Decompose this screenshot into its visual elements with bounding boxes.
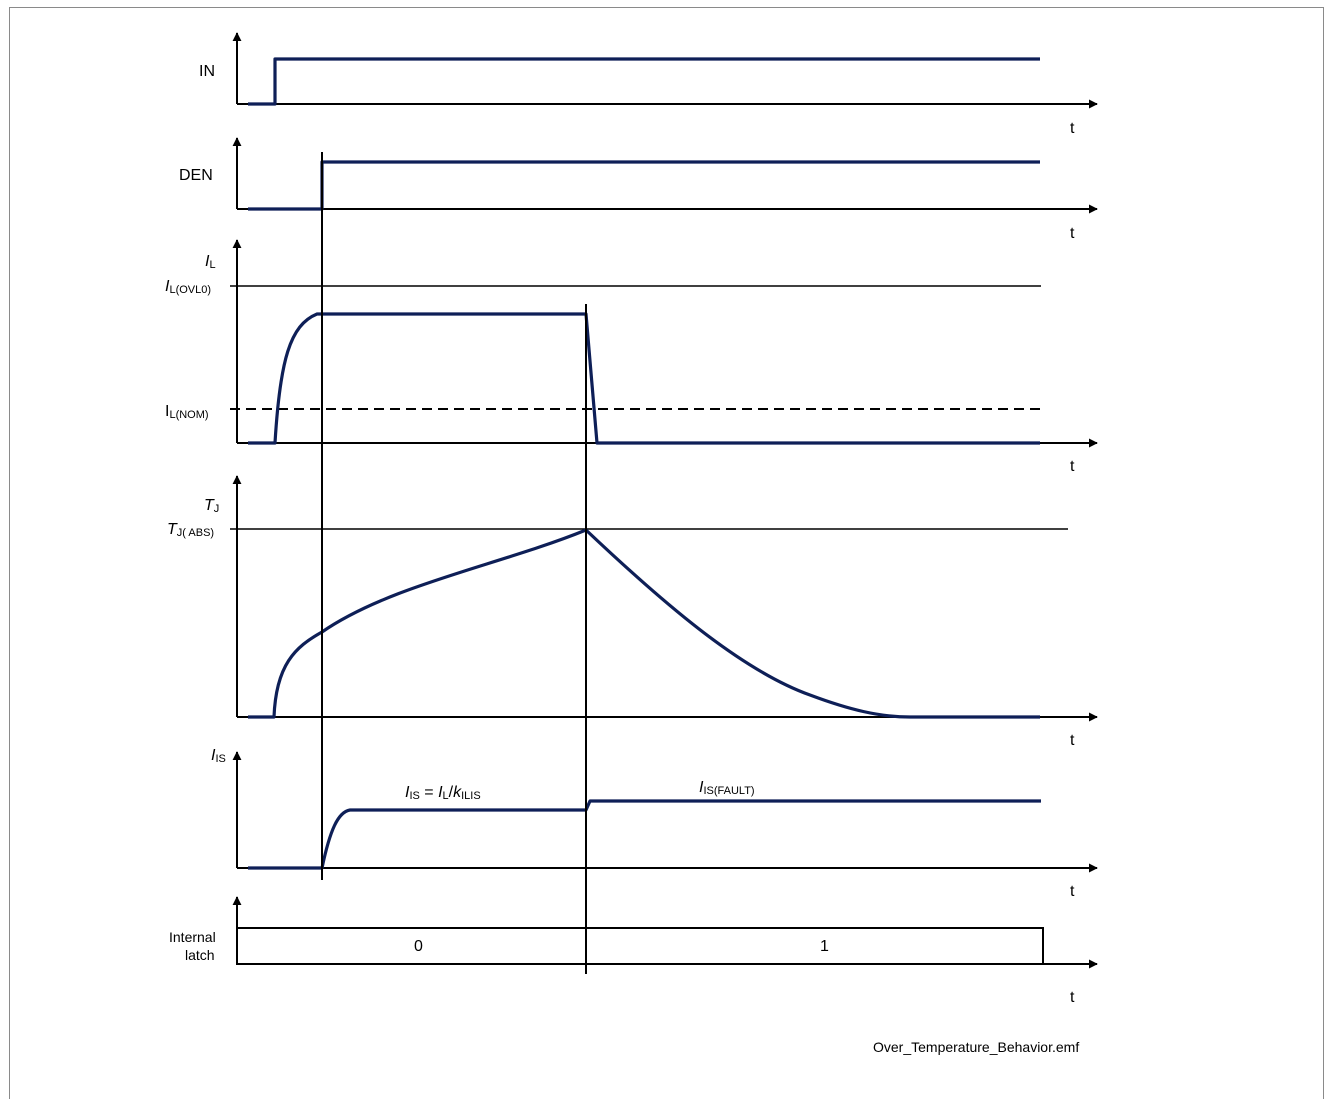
in-t-label: t <box>1070 120 1075 137</box>
tj-signal <box>248 528 1040 719</box>
den-label: DEN <box>179 167 213 184</box>
latch-state-1: 1 <box>820 938 829 955</box>
iis-label: IIS <box>211 747 226 765</box>
iis-formula: IIS = IL/kILIS <box>405 784 481 802</box>
trace-tj: t TJ TJ( ABS) <box>167 475 1098 749</box>
caption: Over_Temperature_Behavior.emf <box>873 1039 1079 1055</box>
iis-t-label: t <box>1070 883 1075 900</box>
iis-signal <box>248 799 1041 870</box>
latch-t-label: t <box>1070 989 1075 1006</box>
in-signal <box>248 57 1040 106</box>
diagram-frame <box>9 7 1324 1099</box>
il-nom-label: IL(NOM) <box>165 403 209 421</box>
tj-t-label: t <box>1070 732 1075 749</box>
trace-den: DEN t <box>179 137 1098 242</box>
il-signal <box>248 312 1040 445</box>
in-label: IN <box>199 63 215 80</box>
latch-label-line2: latch <box>185 947 215 963</box>
den-signal <box>248 160 1040 211</box>
den-t-label: t <box>1070 225 1075 242</box>
iis-fault-label: IIS(FAULT) <box>699 779 755 797</box>
trace-in: IN t <box>199 32 1098 137</box>
trace-il: t IL IL(OVL0) IL(NOM) <box>165 239 1098 475</box>
il-label: IL <box>205 253 216 271</box>
tj-abs-label: TJ( ABS) <box>167 521 214 539</box>
latch-label-line1: Internal <box>169 929 216 945</box>
trace-latch: t Internal latch 0 1 <box>169 896 1098 1006</box>
latch-state-box <box>236 927 1044 965</box>
trace-iis: t IIS IIS = IL/kILIS IIS(FAULT) <box>211 747 1098 900</box>
il-t-label: t <box>1070 458 1075 475</box>
il-ovlo-label: IL(OVL0) <box>165 278 211 296</box>
tj-label: TJ <box>204 497 219 515</box>
latch-state-0: 0 <box>414 938 423 955</box>
